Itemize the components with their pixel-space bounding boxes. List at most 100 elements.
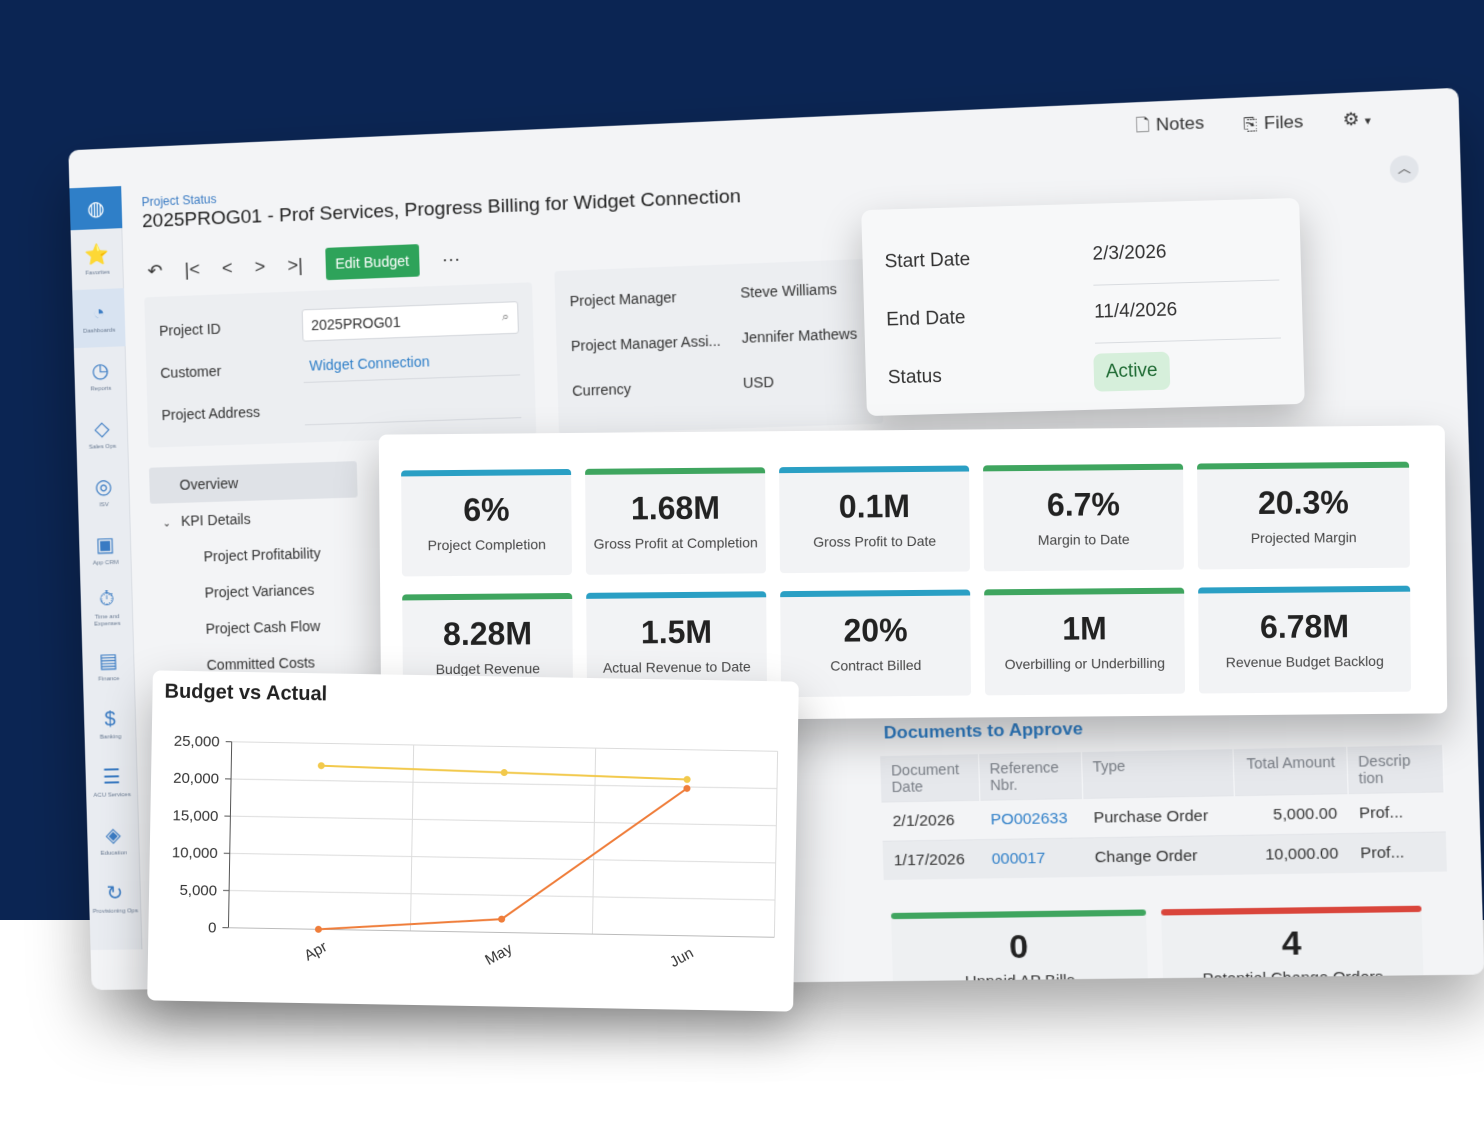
project-manager-assistant-value[interactable]: Jennifer Mathews (741, 325, 858, 346)
breadcrumb[interactable]: Project Status (141, 191, 217, 210)
kpi-tile[interactable]: 6.7% Margin to Date (983, 463, 1184, 572)
cell-reference-link[interactable]: 000017 (980, 837, 1085, 879)
kpi-label: Actual Revenue to Date (602, 658, 751, 676)
kpi-accent-bar (1198, 585, 1411, 594)
rail-label: Banking (99, 733, 122, 741)
end-date-value[interactable]: 11/4/2026 (1093, 299, 1178, 323)
divider (1095, 337, 1281, 344)
table-row[interactable]: 1/17/2026 000017 Change Order 10,000.00 Prof… (882, 831, 1447, 881)
budget-vs-actual-chart: Budget vs Actual 0 5,000 10,000 15,000 20,00… (147, 670, 799, 1012)
kpi-accent-bar (586, 591, 767, 599)
rail-item-dashboards[interactable]: ◔ Dashboards (72, 288, 126, 349)
kpi-value: 1.5M (640, 613, 713, 651)
kpi-tile[interactable]: 6.78M Revenue Budget Backlog (1198, 585, 1412, 694)
kpi-label: Revenue Budget Backlog (1225, 652, 1384, 671)
rail-item-app-crm[interactable]: ▣ App CRM (79, 520, 132, 580)
nav-project-profitability[interactable]: Project Profitability (203, 545, 321, 565)
rail-label: App CRM (92, 559, 119, 567)
chevron-down-icon: ⌄ (162, 518, 172, 530)
kpi-accent-bar (779, 465, 970, 474)
kpi-tile[interactable]: 6% Project Completion (401, 468, 572, 577)
edit-budget-button[interactable]: Edit Budget (324, 244, 420, 281)
previous-record-icon[interactable]: < (221, 257, 233, 278)
customer-link[interactable]: Widget Connection (309, 353, 430, 374)
nav-project-variances[interactable]: Project Variances (204, 581, 315, 601)
kpi-value: 0.1M (838, 488, 911, 525)
kpi-accent-bar (585, 467, 766, 475)
col-type[interactable]: Type (1080, 749, 1234, 799)
start-date-label: Start Date (884, 249, 971, 273)
notes-button[interactable]: 🗋 Notes (1135, 112, 1205, 136)
rail-label: ISV (99, 501, 109, 508)
gridline-horizontal (231, 778, 777, 789)
rail-icon: ☰ (102, 765, 121, 789)
rail-item-banking[interactable]: $ Banking (83, 695, 136, 754)
rail-item-isv[interactable]: ◎ ISV (77, 462, 130, 522)
col-description[interactable]: Descrip tion (1346, 744, 1445, 794)
rail-item-sales-ops[interactable]: ◇ Sales Ops (75, 404, 128, 464)
kpi-value: 8.28M (442, 615, 533, 653)
rail-icon: ▣ (95, 533, 115, 557)
rail-icon: ◇ (93, 417, 110, 440)
col-document-date[interactable]: Document Date (880, 754, 980, 803)
app-logo-icon[interactable]: ◍ (69, 186, 123, 231)
kpi-label: Gross Profit to Date (813, 532, 937, 550)
rail-item-favorites[interactable]: ⭐ Favorites (71, 230, 124, 290)
last-record-icon[interactable]: >| (287, 254, 304, 276)
rail-item-provisioning-ops[interactable]: ↻ Provisioning Ops (88, 869, 141, 928)
rail-icon: ↻ (106, 881, 124, 905)
rail-icon: ⏱ (98, 588, 115, 611)
cell-reference-link[interactable]: PO002633 (979, 798, 1084, 840)
rail-item-reports[interactable]: ◷ Reports (74, 346, 127, 406)
rail-label: Time and Expenses (94, 613, 121, 628)
kpi-tile[interactable]: 20% Contract Billed (780, 589, 972, 698)
tile-value: 0 (1008, 927, 1029, 966)
rail-item-time-and-expenses[interactable]: ⏱ Time and Expenses (80, 579, 133, 638)
collapse-header-button[interactable]: ︿ (1389, 154, 1419, 184)
gridline-horizontal (229, 890, 776, 901)
rail-label: Reports (90, 385, 112, 393)
x-axis (228, 927, 775, 938)
kpi-accent-bar (401, 468, 572, 477)
files-button[interactable]: ⎘ Files (1243, 110, 1304, 134)
kpi-tile[interactable]: 1M Overbilling or Underbilling (984, 587, 1186, 696)
col-reference-nbr[interactable]: Reference Nbr. (977, 752, 1083, 801)
col-total-amount[interactable]: Total Amount (1232, 746, 1348, 796)
summary-tile[interactable]: 0 Unpaid AP Bills (890, 909, 1149, 991)
status-badge: Active (1093, 351, 1171, 392)
x-tick-label: May (482, 940, 515, 969)
project-manager-value[interactable]: Steve Williams (740, 280, 838, 301)
rail-item-education[interactable]: ◈ Education (87, 811, 140, 870)
undo-icon[interactable]: ↶ (147, 260, 163, 281)
documents-table: Document Date Reference Nbr. Type Total … (880, 744, 1447, 881)
divider (1093, 279, 1280, 286)
gridline-horizontal (231, 741, 778, 752)
rail-item-finance[interactable]: ▤ Finance (82, 637, 135, 696)
rail-label: Education (100, 849, 128, 857)
gridline-vertical (591, 748, 597, 935)
more-options-icon[interactable]: ··· (441, 248, 461, 270)
rail-item-acu-services[interactable]: ☰ ACU Services (85, 753, 138, 812)
kpi-label: Margin to Date (1037, 531, 1130, 548)
nav-project-cash-flow[interactable]: Project Cash Flow (205, 617, 321, 637)
nav-kpi-details[interactable]: ⌄ KPI Details (162, 510, 251, 530)
start-date-value[interactable]: 2/3/2026 (1092, 241, 1167, 265)
next-record-icon[interactable]: > (254, 255, 266, 277)
kpi-tile[interactable]: 0.1M Gross Profit to Date (779, 465, 970, 574)
status-label: Status (887, 365, 943, 389)
rail-icon: $ (104, 707, 116, 731)
kpi-tile[interactable]: 1.68M Gross Profit at Completion (585, 467, 766, 575)
tile-label: Potential Change Orders (1202, 968, 1384, 989)
data-point (498, 915, 506, 923)
settings-button[interactable]: ⚙ ▾ (1342, 108, 1371, 130)
gear-icon: ⚙ (1342, 108, 1360, 130)
rail-label: Sales Ops (88, 443, 117, 451)
project-address-field[interactable] (304, 417, 522, 426)
kpi-tile[interactable]: 20.3% Projected Margin (1197, 461, 1410, 570)
project-id-field[interactable]: 2025PROG01 ⌕ (301, 301, 519, 342)
kpi-value: 1.68M (630, 489, 721, 527)
first-record-icon[interactable]: |< (184, 258, 201, 280)
search-icon[interactable]: ⌕ (501, 308, 510, 325)
summary-tile[interactable]: 4 Potential Change Orders (1161, 905, 1425, 991)
currency-value[interactable]: USD (742, 373, 775, 392)
